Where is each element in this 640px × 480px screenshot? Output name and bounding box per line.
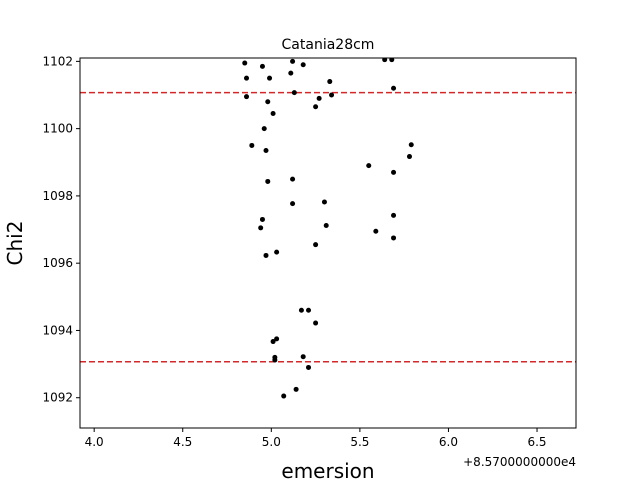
- data-point: [290, 176, 296, 182]
- data-point: [329, 92, 335, 98]
- data-point: [391, 169, 397, 175]
- data-point: [272, 357, 278, 363]
- data-point: [259, 63, 265, 69]
- data-point: [323, 223, 329, 229]
- data-point: [382, 58, 388, 63]
- x-tick-label: 4.0: [85, 435, 104, 449]
- data-point: [366, 163, 372, 169]
- data-point: [242, 60, 248, 66]
- y-tick-label: 1092: [42, 391, 73, 405]
- data-point: [389, 58, 395, 63]
- data-point: [391, 235, 397, 241]
- data-point: [321, 199, 327, 205]
- data-point: [281, 393, 287, 399]
- data-point: [290, 58, 296, 64]
- data-point: [263, 252, 269, 258]
- data-point: [327, 79, 333, 85]
- data-point: [274, 249, 280, 255]
- data-point: [261, 126, 267, 132]
- data-point: [244, 94, 250, 100]
- y-axis: 1092 1094 1096 1098 1100 1102: [42, 54, 80, 405]
- y-tick-label: 1100: [42, 122, 73, 136]
- x-axis: 4.0 4.5 5.0 5.5 6.0 6.5: [85, 428, 547, 449]
- data-point: [259, 216, 265, 222]
- data-point: [244, 75, 250, 81]
- data-point: [290, 201, 296, 207]
- data-point: [408, 142, 414, 148]
- data-point: [298, 307, 304, 313]
- data-point: [265, 99, 271, 105]
- data-point: [306, 307, 312, 313]
- data-point: [270, 111, 276, 116]
- data-point: [291, 90, 297, 96]
- data-point: [288, 70, 294, 76]
- x-tick-label: 4.5: [173, 435, 192, 449]
- plot-content: [80, 58, 576, 399]
- data-point: [258, 225, 264, 231]
- y-tick-label: 1096: [42, 256, 73, 270]
- data-point: [300, 62, 306, 68]
- data-point: [249, 142, 255, 148]
- data-point: [406, 154, 412, 160]
- data-point: [265, 178, 271, 184]
- data-point: [270, 339, 276, 345]
- x-tick-label: 5.0: [262, 435, 281, 449]
- x-axis-offset-label: +8.5700000000e4: [463, 455, 576, 469]
- y-tick-label: 1102: [42, 54, 73, 68]
- data-point: [267, 75, 273, 81]
- data-point: [391, 85, 397, 91]
- data-point: [313, 104, 319, 110]
- data-point: [300, 354, 306, 360]
- x-tick-label: 5.5: [350, 435, 369, 449]
- y-tick-label: 1094: [42, 323, 73, 337]
- data-point: [313, 320, 319, 326]
- x-tick-label: 6.0: [439, 435, 458, 449]
- data-point: [391, 212, 397, 218]
- chart-title: Catania28cm: [282, 37, 375, 53]
- x-axis-label: emersion: [281, 459, 374, 480]
- data-point: [313, 242, 319, 248]
- data-point: [274, 336, 280, 342]
- x-tick-label: 6.5: [527, 435, 546, 449]
- data-point: [306, 364, 312, 370]
- data-point: [316, 95, 322, 101]
- data-point: [293, 386, 299, 392]
- plot-frame: [79, 57, 577, 429]
- data-point: [373, 228, 379, 234]
- y-axis-label: Chi2: [3, 221, 27, 266]
- data-point: [263, 148, 269, 153]
- y-tick-label: 1098: [42, 189, 73, 203]
